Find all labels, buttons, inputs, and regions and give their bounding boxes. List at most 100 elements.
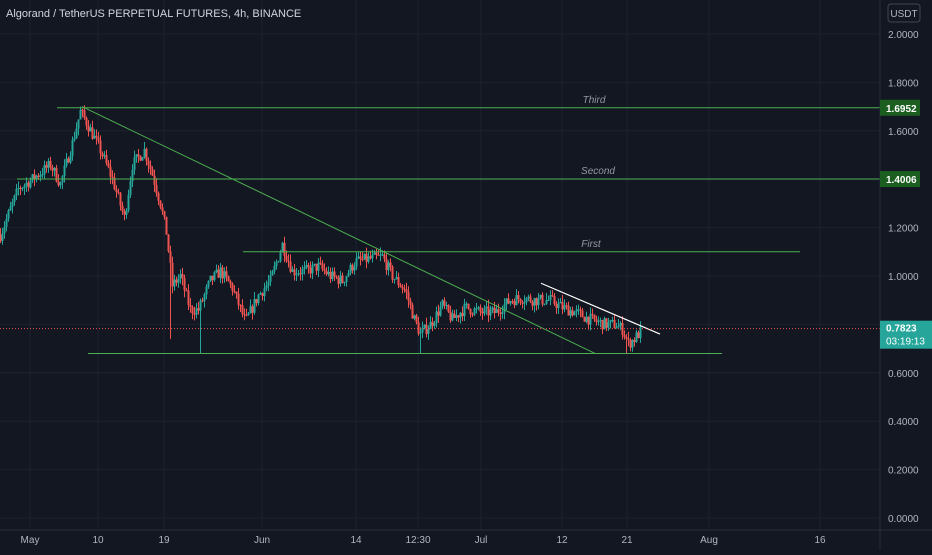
candle-body xyxy=(449,311,452,321)
candle-body xyxy=(35,175,38,180)
candle-body xyxy=(247,313,250,315)
candle-body xyxy=(523,302,526,304)
candle-body xyxy=(317,262,320,271)
candle-body xyxy=(73,138,76,140)
candle-body xyxy=(269,275,272,282)
candle-body xyxy=(191,306,194,314)
candle-body xyxy=(435,311,438,323)
candle-body xyxy=(341,275,344,283)
candle-body xyxy=(567,305,570,316)
candle-body xyxy=(477,307,480,309)
candle-body xyxy=(85,117,88,126)
candle-body xyxy=(229,281,232,284)
short-trendline xyxy=(540,282,661,335)
candle-body xyxy=(171,262,174,287)
candle-body xyxy=(129,181,132,195)
candle-body xyxy=(293,269,296,276)
candle-body xyxy=(295,274,298,276)
candle-body xyxy=(25,182,28,186)
candle-body xyxy=(513,301,516,306)
candle-body xyxy=(411,304,414,319)
candle-body xyxy=(313,263,316,265)
candle-body xyxy=(55,167,58,182)
candle-body xyxy=(637,332,640,339)
candle-body xyxy=(621,322,624,335)
candle-body xyxy=(605,318,608,328)
candle-body xyxy=(47,160,50,168)
candle-body xyxy=(53,167,56,171)
candle-body xyxy=(59,182,62,186)
candle-body xyxy=(277,261,280,263)
candle-body xyxy=(273,265,276,272)
candle-body xyxy=(49,160,52,168)
candle-body xyxy=(0,234,2,241)
candle-body xyxy=(555,304,558,309)
candle-body xyxy=(609,320,612,323)
candle-body xyxy=(453,313,456,318)
candle-body xyxy=(319,262,322,264)
candle-body xyxy=(521,302,524,304)
y-tick-label: 0.6000 xyxy=(888,369,919,380)
candle-body xyxy=(131,169,134,182)
candle-body xyxy=(565,305,568,307)
candle-body xyxy=(619,322,622,326)
candle-body xyxy=(149,165,152,170)
candle-body xyxy=(69,155,72,163)
candle-body xyxy=(115,189,118,193)
candle-body xyxy=(7,210,10,220)
candle-body xyxy=(151,169,154,176)
candle-body xyxy=(427,329,430,334)
candle-body xyxy=(311,264,314,274)
candle-body xyxy=(603,318,606,330)
candle-body xyxy=(321,263,324,269)
candle-body xyxy=(133,157,136,170)
candle-body xyxy=(121,205,124,212)
candle-body xyxy=(541,294,544,305)
y-tick-label: 2.0000 xyxy=(888,30,919,41)
candle-body xyxy=(431,321,434,326)
candle-body xyxy=(5,219,8,227)
candle-body xyxy=(403,288,406,290)
candle-body xyxy=(593,314,596,320)
candle-body xyxy=(281,242,284,253)
candle-body xyxy=(41,174,44,176)
candle-body xyxy=(199,300,202,311)
candle-body xyxy=(87,125,90,132)
candle-body xyxy=(389,262,392,267)
candle-body xyxy=(547,300,550,302)
candle-body xyxy=(325,270,328,275)
candle-body xyxy=(349,264,352,274)
candle-body xyxy=(157,193,160,201)
candle-body xyxy=(187,290,190,306)
x-tick-label: Jul xyxy=(475,535,488,546)
candle-body xyxy=(405,289,408,293)
candle-body xyxy=(489,309,492,316)
candle-body xyxy=(219,267,222,278)
level-label-third: Third xyxy=(583,95,606,106)
candle-body xyxy=(287,260,290,262)
candle-body xyxy=(9,206,12,211)
candle-body xyxy=(217,269,220,278)
candle-body xyxy=(615,327,618,329)
candle-body xyxy=(289,261,292,272)
candle-body xyxy=(623,334,626,338)
candle-body xyxy=(581,310,584,318)
candle-body xyxy=(335,276,338,278)
candle-body xyxy=(571,310,574,316)
candle-body xyxy=(307,265,310,268)
candle-body xyxy=(561,301,564,310)
candle-body xyxy=(23,185,26,189)
last-price-tag-bg xyxy=(880,320,932,349)
candle-body xyxy=(371,254,374,259)
candle-body xyxy=(123,211,126,215)
candle-body xyxy=(551,295,554,297)
candle-body xyxy=(351,264,354,271)
currency-badge[interactable]: USDT xyxy=(890,9,917,20)
candle-body xyxy=(29,180,32,188)
candle-body xyxy=(77,119,80,129)
candle-body xyxy=(387,262,390,271)
candle-body xyxy=(173,279,176,287)
